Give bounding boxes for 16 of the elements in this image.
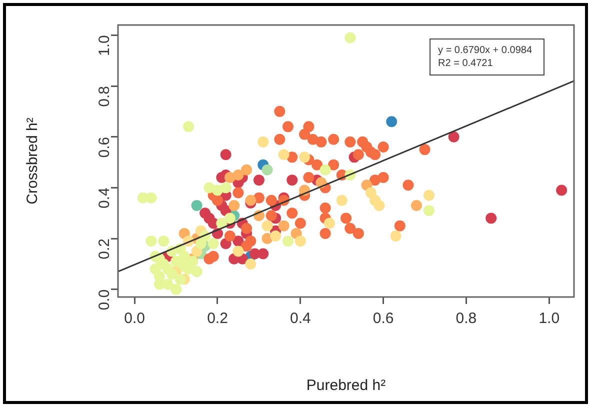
y-tick-label: 0.2 bbox=[96, 238, 114, 260]
x-tick-label: 0.0 bbox=[124, 310, 146, 328]
x-tick-label: 0.8 bbox=[456, 310, 477, 328]
y-tick-label: 0.8 bbox=[96, 86, 114, 107]
x-tick-label: 0.4 bbox=[290, 310, 311, 328]
x-tick-label: 1.0 bbox=[538, 310, 560, 328]
annotation: R2 = 0.4721 bbox=[438, 58, 494, 69]
y-axis-title: Crossbred h² bbox=[24, 118, 42, 204]
x-tick-label: 0.2 bbox=[207, 310, 228, 328]
annotation: y = 0.6790x + 0.0984 bbox=[438, 44, 532, 56]
y-tick-label: 0.0 bbox=[96, 289, 114, 310]
y-tick-label: 1.0 bbox=[96, 35, 114, 56]
y-tick-label: 0.6 bbox=[96, 136, 114, 158]
x-axis-title: Purebred h² bbox=[306, 377, 386, 394]
x-tick-label: 0.6 bbox=[372, 310, 394, 328]
y-tick-label: 0.4 bbox=[96, 188, 114, 209]
